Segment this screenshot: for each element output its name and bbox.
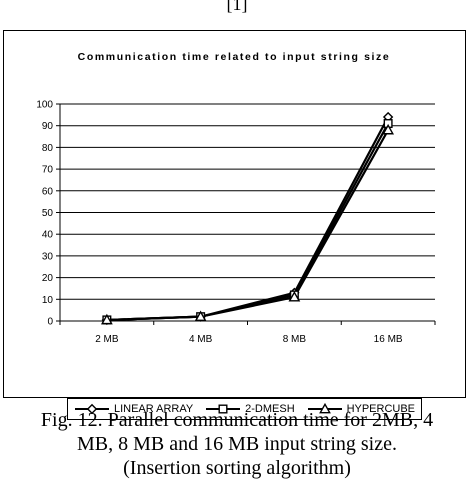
- y-tick-label: 40: [42, 230, 54, 241]
- legend-diamond-marker: [86, 403, 98, 415]
- legend-item: 2-DMESH: [205, 403, 295, 415]
- caption-line-1: Fig. 12. Parallel communication time for…: [40, 409, 434, 431]
- x-tick-label: 16 MB: [374, 334, 403, 345]
- line-chart: Communication time related to input stri…: [36, 51, 436, 345]
- y-tick-label: 70: [42, 165, 54, 176]
- legend-label: HYPERCUBE: [346, 403, 416, 415]
- legend-triangle-marker: [318, 403, 331, 414]
- legend-swatch: [206, 404, 241, 414]
- y-tick-label: 50: [42, 208, 54, 219]
- chart-frame: Communication time related to input stri…: [3, 30, 466, 420]
- legend-label: 2-DMESH: [245, 403, 295, 415]
- y-tick-label: 100: [36, 100, 53, 111]
- y-tick-label: 60: [42, 186, 54, 197]
- y-tick-label: 80: [42, 143, 54, 154]
- y-tick-label: 20: [42, 273, 54, 284]
- x-tick-label: 4 MB: [189, 334, 213, 345]
- legend-label: LINEAR ARRAY: [113, 403, 194, 415]
- series-line-triangle: [106, 129, 390, 322]
- x-tick-label: 8 MB: [283, 334, 307, 345]
- figure-caption: Fig. 12. Parallel communication time for…: [0, 408, 474, 480]
- caption-line-3: (Insertion sorting algorithm): [123, 457, 351, 479]
- triangle-marker: [382, 123, 395, 135]
- y-tick-label: 90: [42, 121, 54, 132]
- legend-square-marker: [218, 404, 228, 414]
- legend-swatch: [74, 403, 109, 415]
- chart-legend: LINEAR ARRAY 2-DMESH HYPERCUBE: [67, 398, 422, 420]
- legend-item: LINEAR ARRAY: [74, 403, 193, 415]
- legend-item: HYPERCUBE: [307, 403, 415, 415]
- chart-title: Communication time related to input stri…: [78, 51, 391, 63]
- y-tick-label: 10: [42, 295, 54, 306]
- triangle-marker: [100, 313, 113, 325]
- triangle-marker: [194, 310, 207, 322]
- caption-line-2: MB, 8 MB and 16 MB input string size.: [76, 433, 397, 455]
- cropped-top-text: [1]: [226, 0, 248, 14]
- x-tick-label: 2 MB: [95, 334, 119, 345]
- y-tick-label: 30: [42, 251, 54, 262]
- legend-swatch: [307, 403, 342, 414]
- triangle-marker: [288, 290, 301, 302]
- y-tick-label: 0: [47, 317, 53, 328]
- series-line-square: [106, 123, 390, 322]
